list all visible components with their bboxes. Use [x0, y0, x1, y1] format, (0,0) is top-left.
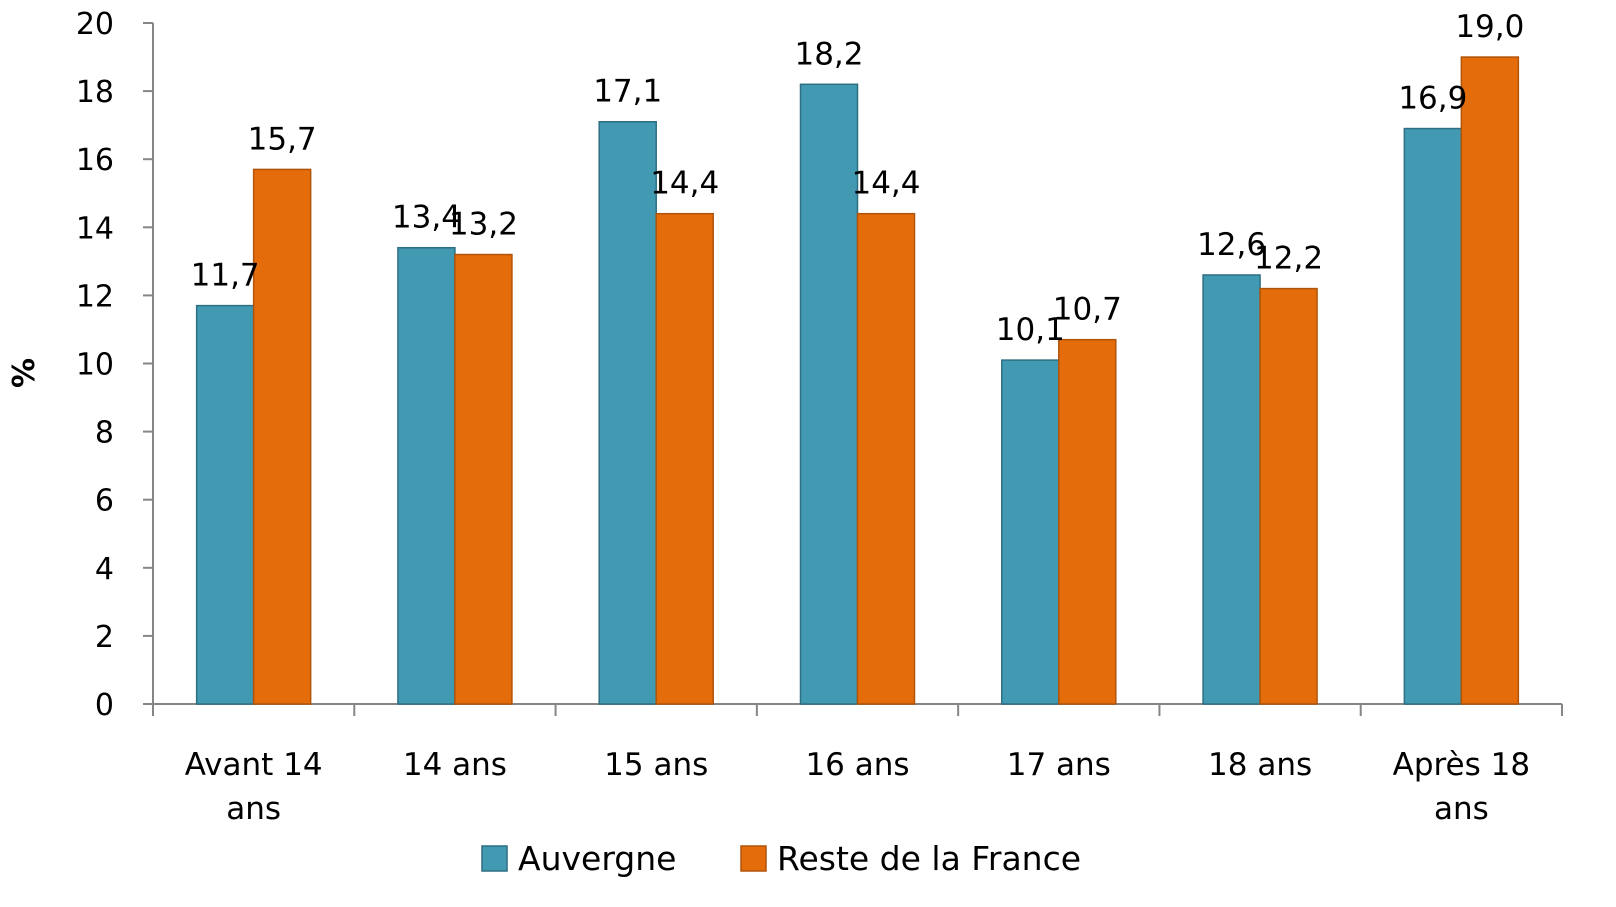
bar-auvergne — [1001, 359, 1060, 705]
legend-swatch — [481, 845, 508, 872]
data-label: 16,9 — [1398, 81, 1467, 117]
data-label: 10,1 — [996, 312, 1065, 348]
y-tick-label: 6 — [95, 484, 114, 519]
bar-auvergne — [1202, 274, 1261, 705]
x-tick-label: 17 ans — [1007, 747, 1111, 783]
bar-auvergne — [1403, 127, 1463, 705]
y-tick-label: 16 — [76, 143, 114, 178]
data-label: 12,2 — [1254, 241, 1323, 277]
x-tick-label: 14 ans — [403, 747, 507, 783]
bar-reste-de-la-france — [1259, 287, 1318, 705]
bar-reste-de-la-france — [252, 168, 312, 705]
y-tick-label: 4 — [95, 552, 114, 587]
y-tick-label: 18 — [76, 75, 114, 110]
data-label: 12,6 — [1197, 227, 1266, 263]
legend: Auvergne Reste de la France — [481, 839, 1081, 878]
x-tick-label: 16 ans — [805, 747, 909, 783]
bars — [195, 56, 1520, 705]
bar-auvergne — [598, 120, 657, 705]
y-tick-label: 12 — [76, 279, 114, 314]
bar-reste-de-la-france — [1058, 338, 1117, 705]
y-tick-label: 20 — [76, 7, 114, 42]
y-tick-label: 10 — [76, 348, 114, 383]
x-tick-label: Après 18 ans — [1393, 747, 1530, 827]
bar-reste-de-la-france — [454, 253, 513, 705]
data-label: 15,7 — [248, 121, 317, 157]
bar-reste-de-la-france — [655, 212, 714, 705]
data-labels: 11,7 15,7 13,413,2 17,1 14,4 18,2 14,4 10,110,7… — [191, 9, 1525, 348]
y-tick-label: 0 — [95, 688, 114, 723]
data-label: 10,7 — [1053, 292, 1122, 328]
y-tick-label: 8 — [95, 416, 114, 451]
legend-swatch — [740, 845, 767, 872]
bar-reste-de-la-france — [856, 212, 916, 705]
x-tick-label: Avant 14 ans — [185, 747, 323, 827]
data-label: 13,4 — [392, 200, 461, 236]
y-tick-label: 14 — [76, 211, 114, 246]
bar-auvergne — [799, 83, 859, 705]
y-tick-label: 2 — [95, 620, 114, 655]
bar-auvergne — [397, 246, 456, 705]
data-label: 11,7 — [191, 258, 260, 294]
data-label: 14,4 — [851, 166, 920, 202]
x-tick-label: 18 ans — [1208, 747, 1312, 783]
y-axis-title: % — [7, 358, 42, 388]
data-label: 14,4 — [650, 166, 719, 202]
x-tick-label: 15 ans — [604, 747, 708, 783]
bar-auvergne — [195, 304, 255, 705]
data-label: 13,2 — [449, 207, 518, 243]
legend-label: Reste de la France — [777, 839, 1081, 878]
data-label: 19,0 — [1455, 9, 1524, 45]
data-label: 17,1 — [593, 74, 662, 110]
data-label: 18,2 — [794, 36, 863, 72]
bar-reste-de-la-france — [1460, 56, 1520, 705]
legend-label: Auvergne — [518, 839, 676, 878]
